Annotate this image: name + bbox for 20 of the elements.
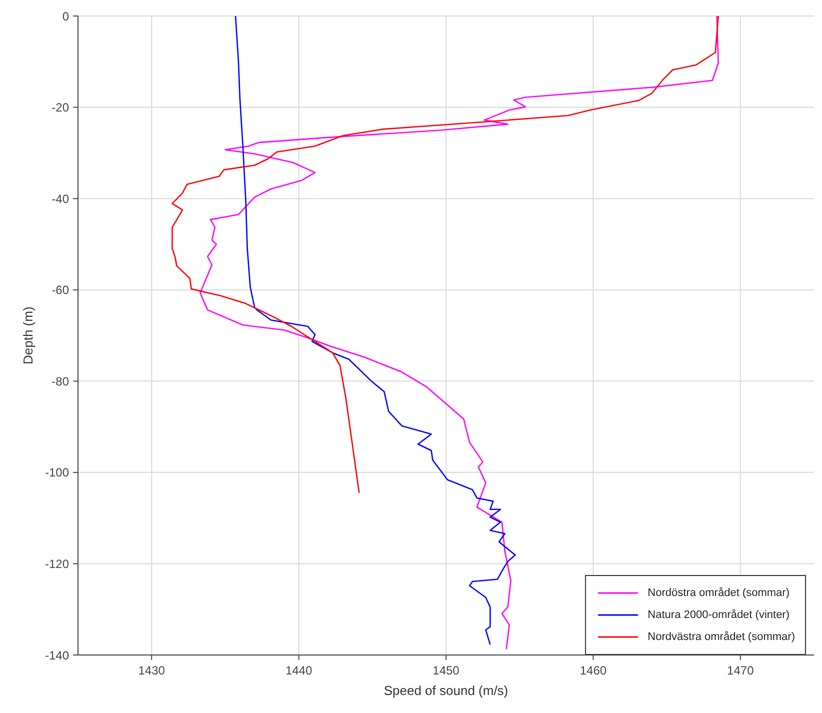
x-tick-label: 1440 xyxy=(285,664,312,678)
y-axis-title: Depth (m) xyxy=(20,306,36,364)
legend-label: Nordvästra området (sommar) xyxy=(648,630,795,645)
x-axis-title: Speed of sound (m/s) xyxy=(384,683,508,698)
y-tick-label: 0 xyxy=(62,9,70,24)
legend-label: Natura 2000-området (vinter) xyxy=(648,608,790,623)
legend-label: Nordöstra området (sommar) xyxy=(648,586,790,601)
line-series xyxy=(234,16,516,646)
x-tick-label: 1470 xyxy=(727,664,754,678)
x-tick-label: 1450 xyxy=(432,664,460,678)
y-tick-label: -140 xyxy=(44,648,70,662)
y-tick-label: -100 xyxy=(44,466,70,480)
x-tick-label: 1460 xyxy=(580,664,607,678)
x-tick-label: 1430 xyxy=(138,664,166,678)
line-series xyxy=(172,16,719,494)
y-tick-label: -120 xyxy=(44,556,70,571)
y-tick-label: -60 xyxy=(52,283,70,298)
y-tick-label: -20 xyxy=(52,100,70,115)
y-tick-label: -40 xyxy=(52,192,70,206)
y-tick-label: -80 xyxy=(52,374,70,388)
